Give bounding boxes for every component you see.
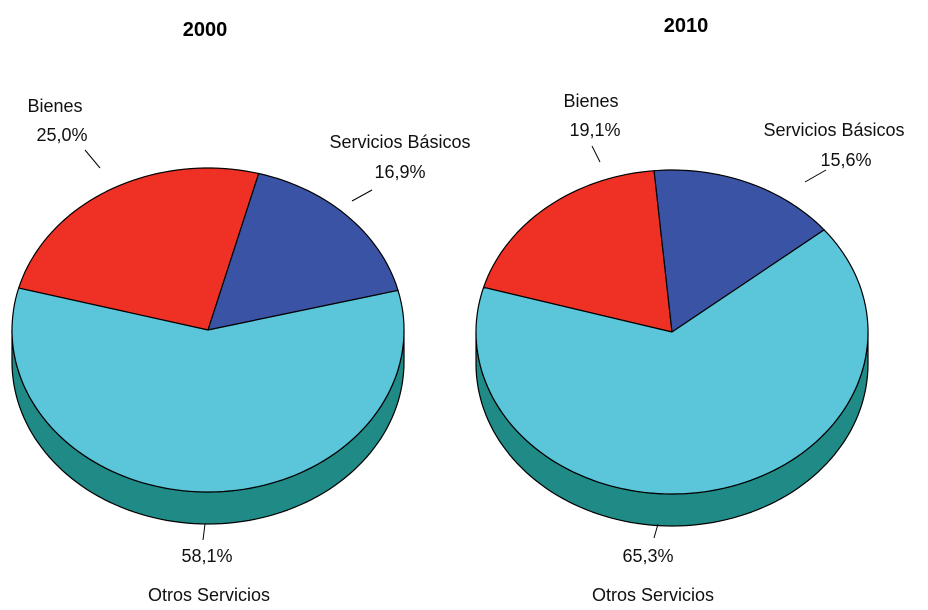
slice-label-servicios-basicos: Servicios Básicos: [329, 132, 470, 152]
pie-slice-otros-servicios: [11, 287, 405, 493]
slice-value-otros-servicios: 58,1%: [181, 546, 232, 566]
slice-label-otros-servicios: Otros Servicios: [148, 585, 270, 605]
pie-chart-2010: 2010 Bienes 19,1% Servicios Básicos 15,6…: [475, 15, 905, 605]
slice-value-bienes: 19,1%: [569, 120, 620, 140]
slice-value-otros-servicios: 65,3%: [622, 546, 673, 566]
pie-slice-bienes: [483, 170, 673, 333]
chart-title: 2000: [183, 19, 228, 41]
pie-top-layer: [11, 167, 405, 493]
leader-line-otros-servicios: [202, 523, 206, 541]
slice-value-servicios-basicos: 16,9%: [374, 162, 425, 182]
leader-line-bienes: [84, 149, 101, 169]
slice-label-bienes: Bienes: [27, 96, 82, 116]
pie-chart-2000: 2000 Bienes 25,0% Servicios Básicos 16,9…: [11, 19, 471, 605]
chart-title: 2010: [664, 15, 709, 37]
leader-line-bienes: [591, 145, 601, 163]
pie-slice-bienes: [18, 167, 260, 331]
slice-label-bienes: Bienes: [563, 91, 618, 111]
pie-slice-servicios-basicos: [653, 169, 825, 333]
slice-label-otros-servicios: Otros Servicios: [592, 585, 714, 605]
leader-line-servicios-basicos: [804, 169, 827, 183]
leader-line-otros-servicios: [653, 523, 659, 539]
pie-slice-servicios-basicos: [207, 172, 399, 331]
slice-label-servicios-basicos: Servicios Básicos: [763, 120, 904, 140]
slice-value-servicios-basicos: 15,6%: [820, 150, 871, 170]
pie-slice-otros-servicios: [475, 229, 869, 495]
leader-line-servicios-basicos: [351, 189, 373, 202]
slice-value-bienes: 25,0%: [36, 125, 87, 145]
pie-top-layer: [475, 169, 869, 495]
